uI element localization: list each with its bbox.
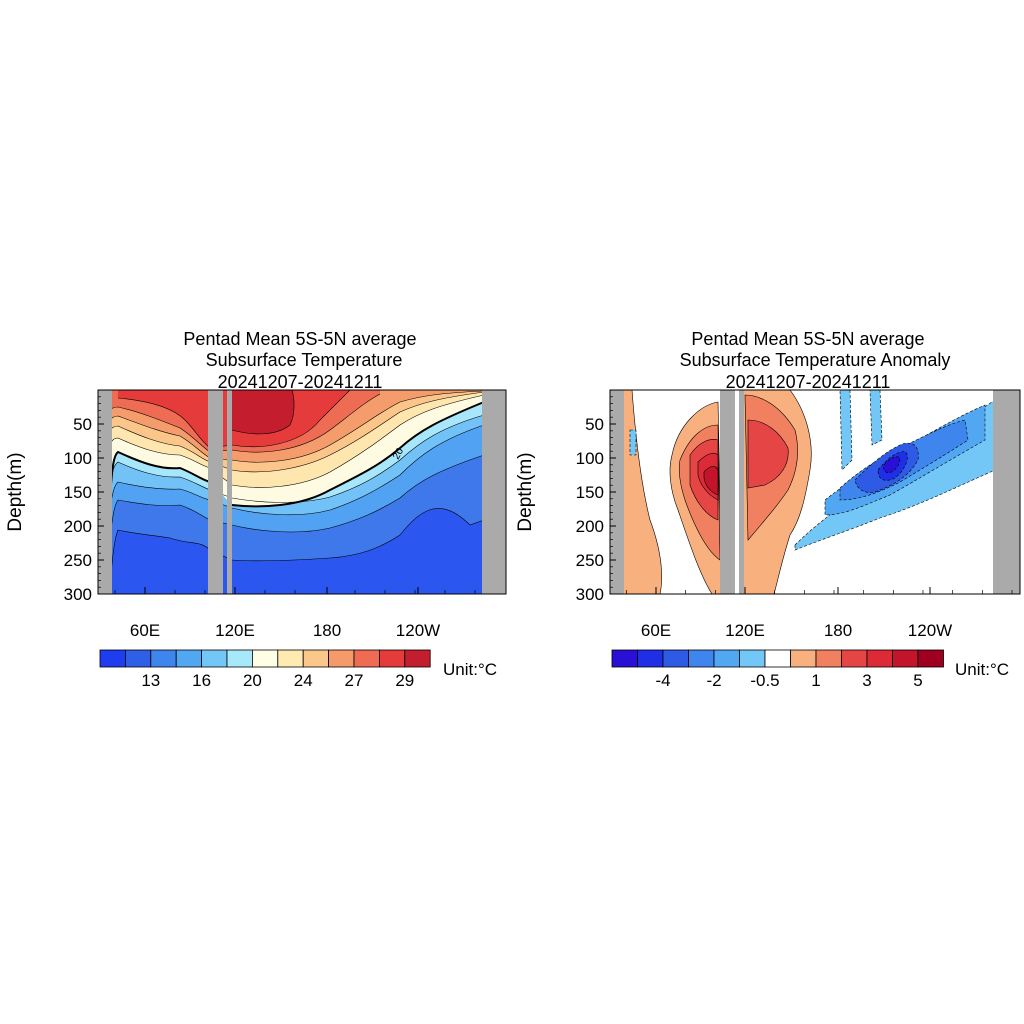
left-contour-label: 20 [391,446,406,462]
colorbar-swatch [866,649,893,668]
colorbar-label: 1 [811,671,820,690]
colorbar-swatch [892,649,919,668]
y-tick-label: 50 [73,415,92,434]
colorbar-swatch [226,649,253,668]
colorbar-swatch [277,649,304,668]
right-positive-anomalies [619,390,812,594]
colorbar-label: 27 [345,671,364,690]
colorbar-swatch [739,649,766,668]
left-land-maritime-1 [208,390,223,594]
right-title-line1: Pentad Mean 5S-5N average [691,329,924,349]
right-x-ticks: 60E 120E 180 120W [625,587,1013,640]
colorbar-swatch [353,649,380,668]
colorbar-label: 20 [243,671,262,690]
colorbar-swatch [378,649,406,668]
right-negative-anomalies [629,390,996,551]
right-ylabel: Depth(m) [515,452,536,531]
colorbar-label: -0.5 [750,671,779,690]
colorbar-swatch [328,649,355,668]
y-tick-label: 200 [64,517,92,536]
left-colorbar-unit: Unit:°C [443,660,497,679]
colorbar-swatch [688,649,715,668]
y-tick-label: 100 [64,449,92,468]
right-land-west [610,390,624,594]
left-contours [109,390,485,591]
colorbar-swatch [302,649,330,668]
left-title-line3: 20241207-20241211 [218,372,383,392]
colorbar-label: 5 [913,671,922,690]
left-y-ticks: 50 100 150 200 250 300 [64,396,104,604]
left-land-maritime-2 [227,390,232,594]
left-title-line1: Pentad Mean 5S-5N average [183,329,416,349]
right-land-maritime-2 [739,390,744,594]
right-title-line2: Subsurface Temperature Anomaly [680,350,951,370]
left-land-east [482,390,506,594]
x-tick-label: 120E [215,621,255,640]
x-tick-label: 60E [130,621,160,640]
temperature-panel: Pentad Mean 5S-5N average Subsurface Tem… [5,329,507,690]
right-colorbar: -4 -2 -0.5 1 3 5 [611,649,944,690]
colorbar-label: -4 [655,671,670,690]
colorbar-swatch [99,649,126,668]
contour-20c [109,401,485,508]
right-colorbar-unit: Unit:°C [955,660,1009,679]
x-tick-label: 180 [824,621,852,640]
left-ylabel: Depth(m) [5,452,26,531]
colorbar-swatch [404,649,431,668]
layer-warmest [232,390,295,434]
y-tick-label: 100 [576,449,604,468]
right-plot-area [610,390,1020,594]
colorbar-swatch [713,649,740,668]
y-tick-label: 250 [64,551,92,570]
left-colorbar: 13 16 20 24 27 29 [99,649,431,690]
right-title-line3: 20241207-20241211 [726,372,891,392]
x-tick-label: 180 [313,621,341,640]
y-tick-label: 250 [576,551,604,570]
colorbar-label: 29 [395,671,414,690]
left-plot-area [98,390,506,594]
x-tick-label: 120W [908,621,952,640]
colorbar-swatch [815,649,842,668]
colorbar-swatch [764,649,791,668]
colorbar-swatch [201,649,228,668]
y-tick-label: 150 [64,483,92,502]
left-x-ticks: 60E 120E 180 120W [114,587,476,640]
colorbar-swatch [251,649,279,668]
colorbar-label: 16 [192,671,211,690]
x-tick-label: 120W [396,621,440,640]
left-title-line2: Subsurface Temperature [206,350,403,370]
colorbar-swatch [637,649,664,668]
x-tick-label: 120E [725,621,765,640]
colorbar-label: 13 [141,671,160,690]
colorbar-label: 24 [294,671,313,690]
x-tick-label: 60E [641,621,671,640]
colorbar-swatch [917,649,944,668]
colorbar-swatch [125,649,152,668]
colorbar-label: -2 [706,671,721,690]
colorbar-swatch [611,649,638,668]
left-land-west [98,390,112,594]
right-land-east [993,390,1020,594]
y-tick-label: 300 [64,585,92,604]
colorbar-swatch [790,649,817,668]
right-land-maritime-1 [720,390,735,594]
right-y-ticks: 50 100 150 200 250 300 [576,396,616,604]
colorbar-label: 3 [862,671,871,690]
y-tick-label: 50 [585,415,604,434]
y-tick-label: 300 [576,585,604,604]
colorbar-swatch [175,649,202,668]
y-tick-label: 150 [576,483,604,502]
anomaly-panel: Pentad Mean 5S-5N average Subsurface Tem… [515,329,1021,690]
colorbar-swatch [841,649,868,668]
colorbar-swatch [150,649,177,668]
y-tick-label: 200 [576,517,604,536]
colorbar-swatch [662,649,689,668]
